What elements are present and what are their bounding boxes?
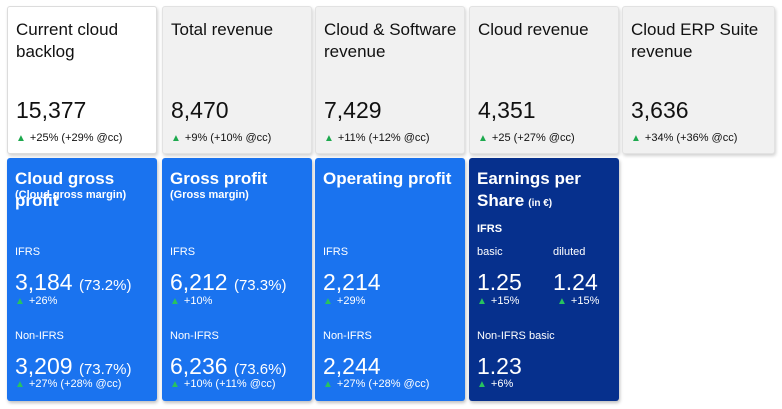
ifrs-margin: (73.2%) bbox=[78, 277, 132, 294]
nonifrs-value: 1.23 bbox=[477, 353, 522, 379]
ifrs-label: IFRS bbox=[323, 246, 349, 258]
triangle-up-icon: ▲ bbox=[557, 296, 567, 307]
kpi-title: Cloud ERP Suite revenue bbox=[631, 20, 759, 61]
triangle-up-icon: ▲ bbox=[323, 296, 333, 307]
kpi-title: Cloud & Software revenue bbox=[324, 20, 457, 61]
kpi-value: 7,429 bbox=[324, 97, 382, 123]
kpi-value: 3,636 bbox=[631, 97, 689, 123]
kpi-card-total-revenue: Total revenue 8,470 ▲ +9% (+10% @cc) bbox=[162, 6, 312, 154]
ifrs-change: ▲ +10% bbox=[170, 295, 213, 307]
nonifrs-label: Non-IFRS basic bbox=[477, 330, 555, 342]
nonifrs-label: Non-IFRS bbox=[323, 330, 372, 342]
kpi-card-gross-profit: Gross profit (Gross margin) IFRS 6,212 (… bbox=[162, 158, 312, 401]
triangle-up-icon: ▲ bbox=[478, 133, 488, 144]
ifrs-margin: (73.3%) bbox=[233, 277, 287, 294]
triangle-up-icon: ▲ bbox=[16, 133, 26, 144]
basic-value: 1.25 bbox=[477, 269, 522, 295]
nonifrs-label: Non-IFRS bbox=[15, 330, 64, 342]
kpi-title: Current cloud backlog bbox=[16, 20, 119, 61]
ifrs-value: 2,214 bbox=[323, 269, 381, 295]
nonifrs-value: 6,236 (73.6%) bbox=[170, 353, 287, 379]
diluted-label: diluted bbox=[553, 246, 586, 258]
kpi-card-earnings-per-share: Earnings per Share (in €) IFRS basic dilut… bbox=[469, 158, 619, 401]
card-title: Earnings per Share (in €) bbox=[477, 169, 581, 210]
card-subtitle: (Cloud gross margin) bbox=[15, 189, 127, 201]
triangle-up-icon: ▲ bbox=[15, 296, 25, 307]
triangle-up-icon: ▲ bbox=[171, 133, 181, 144]
card-title: Gross profit bbox=[170, 169, 268, 188]
nonifrs-change: ▲ +27% (+28% @cc) bbox=[323, 378, 430, 390]
diluted-change: ▲ +15% bbox=[557, 295, 600, 307]
ifrs-value: 3,184 (73.2%) bbox=[15, 269, 132, 295]
triangle-up-icon: ▲ bbox=[170, 379, 180, 390]
diluted-value: 1.24 bbox=[553, 269, 598, 295]
ifrs-label: IFRS bbox=[170, 246, 196, 258]
card-subtitle: (Gross margin) bbox=[170, 189, 249, 201]
kpi-change: ▲ +34% (+36% @cc) bbox=[631, 132, 738, 144]
kpi-title: Cloud revenue bbox=[478, 20, 589, 39]
nonifrs-change: ▲ +27% (+28% @cc) bbox=[15, 378, 122, 390]
nonifrs-label: Non-IFRS bbox=[170, 330, 219, 342]
kpi-change: ▲ +25% (+29% @cc) bbox=[16, 132, 123, 144]
kpi-value: 4,351 bbox=[478, 97, 536, 123]
nonifrs-change: ▲ +6% bbox=[477, 378, 514, 390]
kpi-value: 15,377 bbox=[16, 97, 87, 123]
nonifrs-change: ▲ +10% (+11% @cc) bbox=[170, 378, 276, 390]
kpi-card-current-cloud-backlog: Current cloud backlog 15,377 ▲ +25% (+29%… bbox=[7, 6, 157, 154]
kpi-change: ▲ +9% (+10% @cc) bbox=[171, 132, 272, 144]
triangle-up-icon: ▲ bbox=[477, 379, 487, 390]
nonifrs-margin: (73.6%) bbox=[233, 361, 287, 378]
kpi-change: ▲ +11% (+12% @cc) bbox=[324, 132, 430, 144]
nonifrs-margin: (73.7%) bbox=[78, 361, 132, 378]
kpi-card-cloud-software-revenue: Cloud & Software revenue 7,429 ▲ +11% (+1… bbox=[315, 6, 465, 154]
triangle-up-icon: ▲ bbox=[631, 133, 641, 144]
kpi-card-cloud-erp-suite-revenue: Cloud ERP Suite revenue 3,636 ▲ +34% (+36… bbox=[622, 6, 775, 154]
triangle-up-icon: ▲ bbox=[477, 296, 487, 307]
triangle-up-icon: ▲ bbox=[324, 133, 334, 144]
card-title: Cloud gross profit bbox=[15, 169, 115, 210]
ifrs-change: ▲ +26% bbox=[15, 295, 58, 307]
kpi-card-cloud-gross-profit: Cloud gross profit (Cloud gross margin) … bbox=[7, 158, 157, 401]
triangle-up-icon: ▲ bbox=[323, 379, 333, 390]
kpi-title: Total revenue bbox=[171, 20, 274, 39]
kpi-change: ▲ +25 (+27% @cc) bbox=[478, 132, 575, 144]
triangle-up-icon: ▲ bbox=[15, 379, 25, 390]
ifrs-label: IFRS bbox=[477, 223, 503, 235]
ifrs-change: ▲ +29% bbox=[323, 295, 366, 307]
unit-label: (in €) bbox=[528, 198, 553, 209]
nonifrs-value: 3,209 (73.7%) bbox=[15, 353, 132, 379]
triangle-up-icon: ▲ bbox=[170, 296, 180, 307]
ifrs-label: IFRS bbox=[15, 246, 41, 258]
basic-label: basic bbox=[477, 246, 503, 258]
kpi-card-cloud-revenue: Cloud revenue 4,351 ▲ +25 (+27% @cc) bbox=[469, 6, 619, 154]
nonifrs-value: 2,244 bbox=[323, 353, 381, 379]
kpi-card-operating-profit: Operating profit IFRS 2,214 ▲ +29% Non-IF… bbox=[315, 158, 465, 401]
card-title: Operating profit bbox=[323, 169, 452, 188]
ifrs-value: 6,212 (73.3%) bbox=[170, 269, 287, 295]
kpi-value: 8,470 bbox=[171, 97, 229, 123]
basic-change: ▲ +15% bbox=[477, 295, 520, 307]
